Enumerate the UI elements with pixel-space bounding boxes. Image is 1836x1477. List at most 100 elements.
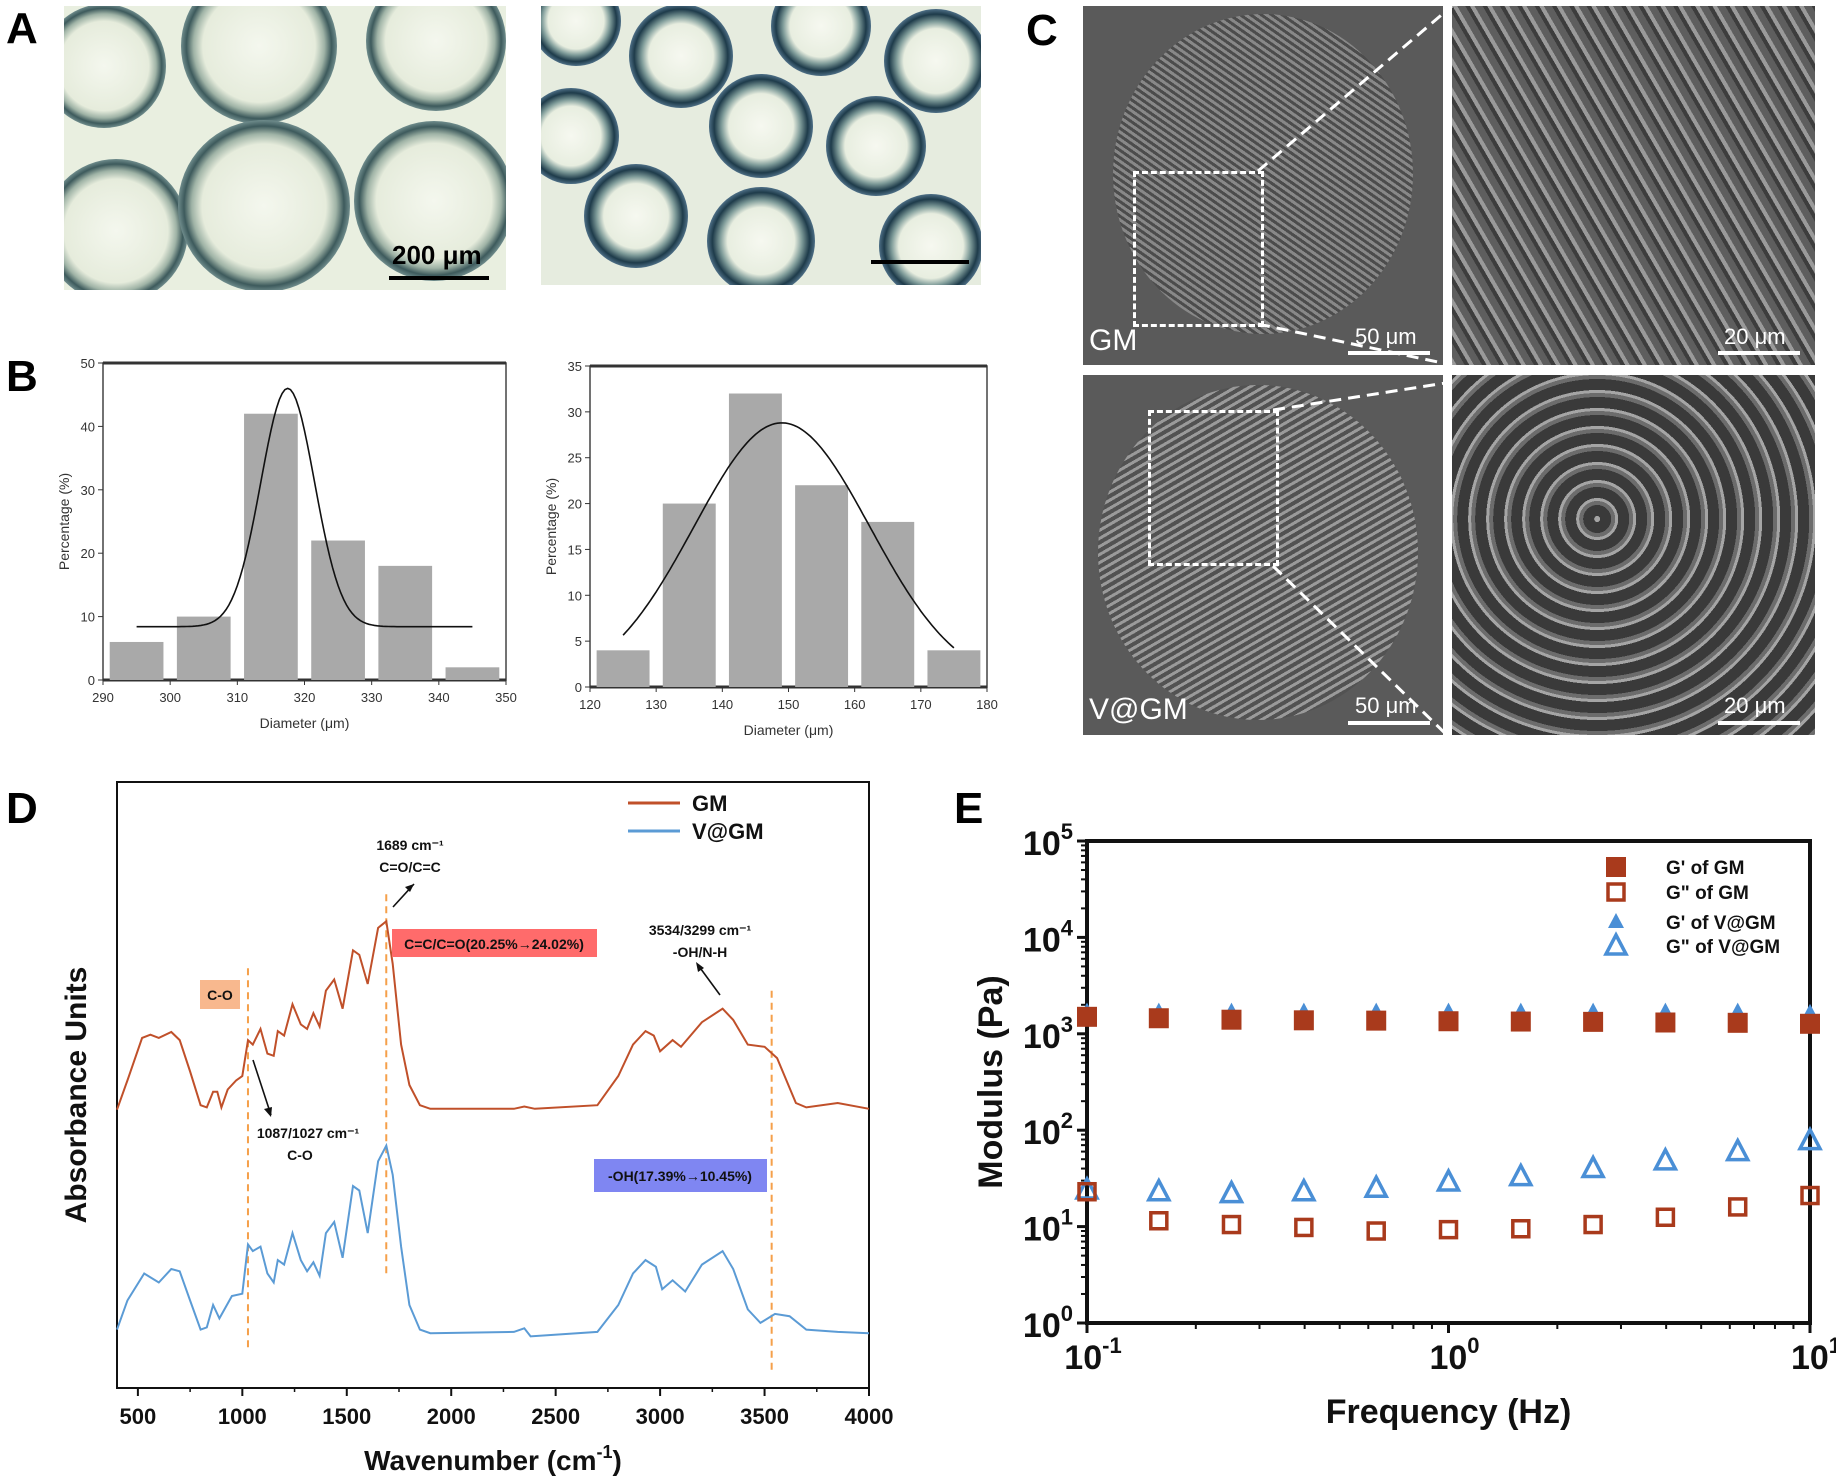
- data-point-open-square: [1294, 1217, 1314, 1238]
- data-point-open-square: [1149, 1210, 1169, 1231]
- y-tick-label: 10: [81, 610, 95, 625]
- data-point-open-triangle: [1580, 1153, 1607, 1179]
- data-point-open-triangle: [1435, 1167, 1462, 1192]
- micrograph-gm: 200 μm: [64, 6, 506, 290]
- x-axis-label: Diameter (μm): [744, 722, 834, 738]
- x-axis-label-text: Wavenumber (cm: [364, 1445, 596, 1476]
- tick-exponent: -1: [1102, 1333, 1122, 1358]
- x-tick-label: 130: [645, 697, 667, 712]
- tick-base: 10: [1023, 1018, 1061, 1056]
- x-tick-label: 180: [976, 697, 998, 712]
- data-point-open-triangle: [1724, 1136, 1751, 1162]
- y-tick-label: 30: [81, 483, 95, 498]
- scale-label: 50 μm: [1355, 324, 1417, 349]
- y-tick-label: 35: [568, 359, 582, 374]
- tick-base: 10: [1023, 1211, 1061, 1249]
- panel-label-b: B: [6, 352, 38, 401]
- y-tick-label: 102: [1023, 1108, 1073, 1152]
- legend-label: V@GM: [692, 819, 764, 844]
- spectrum-line-gm: [116, 919, 870, 1111]
- y-tick-label: 20: [568, 497, 582, 512]
- gaussian-fit-curve: [622, 422, 955, 649]
- histogram-bar: [861, 521, 915, 687]
- scale-bar: [389, 276, 489, 280]
- data-point-open-square: [1655, 1207, 1676, 1228]
- tick-base: 10: [1023, 1307, 1061, 1345]
- annotation-peak-3534: 3534/3299 cm⁻¹: [649, 922, 752, 938]
- x-tick-label: 150: [778, 697, 800, 712]
- y-tick-label: 5: [575, 634, 582, 649]
- histogram-bar: [927, 650, 981, 687]
- plot-frame: [589, 365, 988, 688]
- x-tick-label: 4000: [845, 1404, 894, 1429]
- tick-base: 10: [1023, 921, 1061, 959]
- micrograph-vgm: [541, 6, 981, 285]
- legend-label: G" of V@GM: [1666, 937, 1780, 958]
- data-point-filled-square: [1727, 1012, 1748, 1033]
- x-axis-label-superscript: -1: [597, 1442, 613, 1462]
- histogram-bar: [311, 540, 365, 680]
- x-tick-label: 1000: [218, 1404, 267, 1429]
- panel-label-a: A: [6, 4, 38, 53]
- x-tick-label: 290: [92, 690, 114, 705]
- y-axis-label: Modulus (Pa): [972, 975, 1010, 1188]
- x-tick-label: 350: [495, 690, 517, 705]
- tick-exponent: 5: [1061, 819, 1073, 844]
- y-axis-label: Percentage (%): [56, 473, 72, 570]
- legend-label: G' of GM: [1666, 858, 1744, 879]
- tick-exponent: 1: [1829, 1333, 1836, 1358]
- data-point-filled-square: [1655, 1012, 1676, 1033]
- annotation-box-red: [392, 929, 597, 957]
- histogram-bar: [109, 641, 164, 680]
- panel-label-e: E: [954, 784, 984, 833]
- arrowhead-icon: [405, 884, 414, 892]
- data-point-filled-square: [1366, 1010, 1387, 1031]
- tick-exponent: 4: [1061, 915, 1074, 940]
- tick-base: 10: [1023, 825, 1061, 863]
- data-point-open-square: [1077, 1181, 1097, 1202]
- tick-exponent: 0: [1061, 1301, 1073, 1326]
- y-axis-label: Absorbance Units: [60, 967, 93, 1224]
- x-tick-label: 320: [294, 690, 316, 705]
- annotation-peak-1689-group: C=O/C=C: [379, 859, 440, 875]
- tick-exponent: 2: [1061, 1108, 1073, 1133]
- annotation-box-blue-text: -OH(17.39%→10.45%): [608, 1168, 752, 1184]
- panel-label-d: D: [6, 784, 38, 833]
- data-point-open-triangle: [1363, 1173, 1390, 1198]
- panel-label-c: C: [1026, 6, 1058, 55]
- x-tick-label: 500: [120, 1404, 157, 1429]
- data-point-open-square: [1438, 1219, 1459, 1240]
- data-point-filled-square: [1293, 1010, 1314, 1031]
- scale-bar-label: 200 μm: [392, 240, 482, 270]
- data-point-filled-square: [1583, 1011, 1604, 1032]
- histogram-vgm-diameter: 120 130 140 150 160 170 180 0 5 10 15 20 25 30 35 Diame…: [543, 359, 998, 738]
- x-axis-label: Frequency (Hz): [1326, 1393, 1572, 1431]
- scale-label: 20 μm: [1724, 693, 1786, 718]
- tick-base: 10: [1064, 1339, 1102, 1377]
- x-tick-label: 330: [361, 690, 383, 705]
- histogram-bar: [662, 503, 716, 687]
- zoom-region-box: [1133, 171, 1264, 327]
- data-point-open-triangle: [1797, 1125, 1823, 1151]
- microsphere-image-large: [64, 6, 506, 290]
- annotation-peak-1087: 1087/1027 cm⁻¹: [257, 1125, 360, 1141]
- scale-bar: [1718, 351, 1800, 355]
- tick-base: 10: [1429, 1339, 1467, 1377]
- x-tick-label: 140: [711, 697, 733, 712]
- microsphere-image-small: [541, 6, 981, 285]
- histogram-bar: [728, 393, 782, 687]
- microsphere-texture: [1113, 14, 1413, 334]
- ftir-spectrum-chart: 500 1000 1500 2000 2500 3000 3500 4000 Wavenumbe…: [60, 781, 894, 1476]
- legend-marker-filled-square: [1606, 857, 1626, 877]
- zoom-region-box: [1148, 410, 1279, 566]
- x-tick-label: 100: [1429, 1333, 1479, 1377]
- sem-zoom-vgm: 20 μm: [1452, 375, 1815, 735]
- y-tick-label: 100: [1023, 1301, 1073, 1345]
- y-tick-label: 10: [568, 588, 582, 603]
- scale-bar: [1348, 721, 1430, 725]
- x-tick-label: 340: [428, 690, 450, 705]
- histogram-bar: [445, 667, 500, 680]
- annotation-box-blue: [594, 1159, 767, 1192]
- legend-label: GM: [692, 791, 727, 816]
- x-tick-label: 3000: [636, 1404, 685, 1429]
